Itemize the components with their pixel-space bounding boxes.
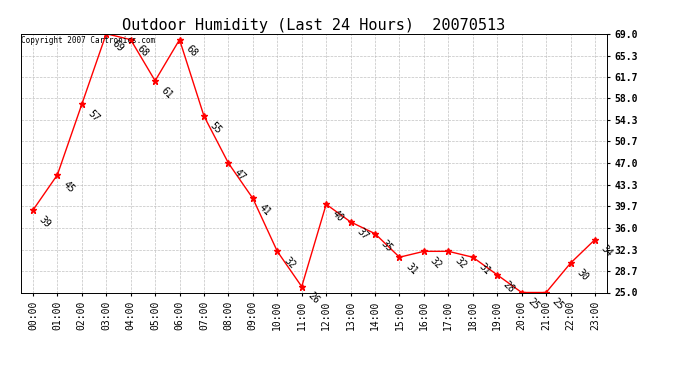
Text: 69: 69	[110, 38, 126, 53]
Text: 26: 26	[306, 291, 322, 306]
Text: 37: 37	[355, 226, 370, 242]
Text: 30: 30	[575, 267, 590, 283]
Text: 45: 45	[61, 179, 77, 194]
Text: 39: 39	[37, 214, 52, 230]
Text: 35: 35	[380, 238, 395, 253]
Text: 25: 25	[550, 297, 566, 312]
Text: 32: 32	[453, 255, 468, 271]
Text: 47: 47	[233, 167, 248, 183]
Text: 68: 68	[135, 44, 150, 59]
Text: 57: 57	[86, 108, 101, 124]
Text: 32: 32	[282, 255, 297, 271]
Text: Copyright 2007 Cartronics.com: Copyright 2007 Cartronics.com	[21, 36, 155, 45]
Text: 31: 31	[404, 261, 419, 277]
Text: 40: 40	[331, 209, 346, 224]
Text: 68: 68	[184, 44, 199, 59]
Text: 55: 55	[208, 120, 224, 136]
Text: 34: 34	[599, 244, 615, 259]
Text: 28: 28	[502, 279, 517, 294]
Text: 61: 61	[159, 85, 175, 100]
Text: 31: 31	[477, 261, 493, 277]
Text: 41: 41	[257, 202, 273, 218]
Title: Outdoor Humidity (Last 24 Hours)  20070513: Outdoor Humidity (Last 24 Hours) 2007051…	[122, 18, 506, 33]
Text: 32: 32	[428, 255, 444, 271]
Text: 25: 25	[526, 297, 541, 312]
